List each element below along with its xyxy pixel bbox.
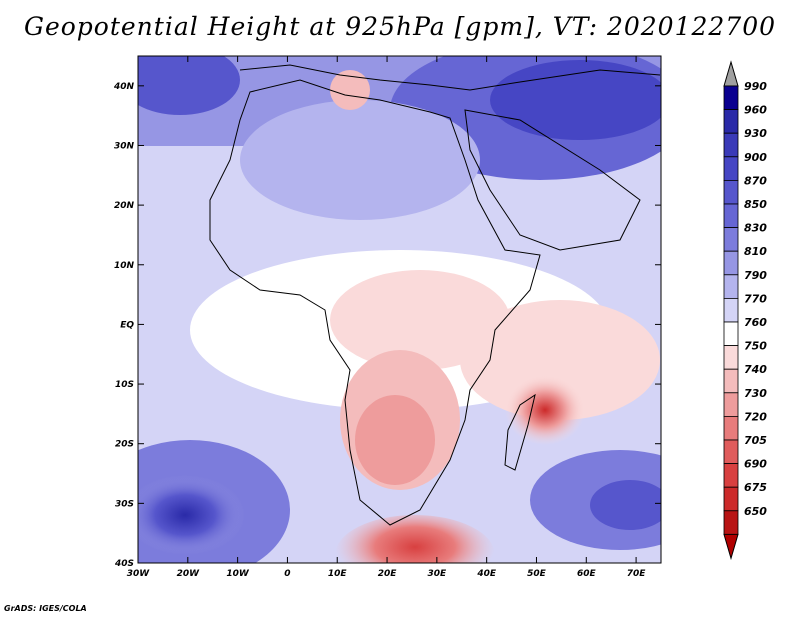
- lon-label: 0: [284, 569, 290, 579]
- footer-credit: GrADS: IGES/COLA: [4, 604, 87, 613]
- lat-label: 20S: [115, 440, 134, 450]
- colorbar-swatch: [723, 274, 739, 299]
- colorbar-label: 730: [744, 387, 767, 400]
- colorbar-swatch: [723, 368, 739, 394]
- lon-label: 50E: [527, 569, 547, 579]
- europe-coast: [239, 64, 661, 91]
- lat-label: 10N: [114, 261, 135, 271]
- arabia-coast: [464, 109, 641, 251]
- colorbar-label: 705: [744, 434, 767, 447]
- colorbar-under-arrow: [723, 533, 739, 561]
- colorbar-swatch: [723, 463, 739, 488]
- colorbar-label: 650: [744, 505, 767, 518]
- colorbar-swatch: [723, 156, 739, 181]
- lon-label: 30E: [428, 569, 448, 579]
- colorbar: 990 960 930 900 870 850 830 810 790 770 760 750 740 7…: [723, 60, 767, 561]
- colorbar-label: 960: [744, 104, 767, 117]
- height-field: [138, 56, 661, 563]
- africa-coast: [209, 79, 541, 526]
- colorbar-swatch: [723, 321, 739, 347]
- colorbar-label: 760: [744, 316, 767, 329]
- colorbar-label: 930: [744, 127, 767, 140]
- lat-label: 40N: [113, 82, 135, 92]
- colorbar-swatch: [723, 203, 739, 229]
- lon-label: 20W: [177, 569, 201, 579]
- colorbar-swatch: [723, 510, 739, 535]
- colorbar-label: 750: [744, 340, 767, 353]
- colorbar-label: 850: [744, 198, 767, 211]
- colorbar-swatch: [723, 85, 739, 111]
- lat-label: 10S: [115, 380, 134, 390]
- lat-label: 40S: [114, 559, 134, 569]
- latitude-axis: 40N 30N 20N 10N EQ 10S 20S 30S 40S: [113, 82, 661, 569]
- colorbar-label: 830: [744, 222, 767, 235]
- lon-label: 20E: [378, 569, 398, 579]
- colorbar-label: 690: [744, 458, 767, 471]
- colorbar-label: 810: [744, 245, 767, 258]
- colorbar-swatch: [723, 297, 739, 323]
- lon-label: 10W: [226, 569, 250, 579]
- colorbar-label: 720: [744, 410, 767, 423]
- lon-label: 10E: [328, 569, 348, 579]
- colorbar-swatch: [723, 415, 739, 441]
- longitude-axis: 30W 20W 10W 0 10E 20E 30E 40E 50E 60E 70E: [127, 56, 647, 579]
- colorbar-swatch: [723, 179, 739, 205]
- lon-label: 60E: [577, 569, 597, 579]
- lon-label: 70E: [627, 569, 647, 579]
- colorbar-swatch: [723, 439, 739, 465]
- coastlines: [209, 64, 661, 526]
- colorbar-label: 990: [744, 80, 767, 93]
- colorbar-label: 870: [744, 174, 767, 187]
- colorbar-swatch: [723, 345, 739, 370]
- lat-label: 30N: [114, 141, 135, 151]
- colorbar-label: 740: [744, 363, 767, 376]
- colorbar-label: 790: [744, 269, 767, 282]
- colorbar-swatch: [723, 392, 739, 417]
- map-title: Geopotential Height at 925hPa [gpm], VT:…: [23, 12, 777, 41]
- lat-label: 30S: [115, 499, 134, 509]
- lon-label: 40E: [476, 569, 497, 579]
- colorbar-swatch: [723, 486, 739, 512]
- colorbar-swatch: [723, 250, 739, 276]
- map-frame: [137, 55, 662, 564]
- lat-label: EQ: [120, 320, 134, 330]
- colorbar-swatch: [723, 109, 739, 134]
- colorbar-label: 675: [744, 481, 767, 494]
- lon-label: 30W: [127, 569, 151, 579]
- lat-label: 20N: [114, 201, 135, 211]
- madagascar-coast: [504, 393, 536, 471]
- colorbar-label: 900: [744, 151, 767, 164]
- colorbar-swatch: [723, 132, 739, 158]
- colorbar-swatch: [723, 227, 739, 252]
- colorbar-label: 770: [744, 292, 767, 305]
- colorbar-over-arrow: [723, 60, 739, 87]
